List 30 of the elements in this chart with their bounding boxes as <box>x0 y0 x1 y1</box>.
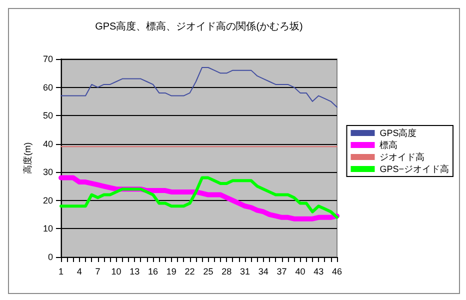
x-tick-label: 10 <box>111 266 122 276</box>
x-tick-label: 40 <box>295 266 306 276</box>
y-tick-label: 0 <box>48 252 53 262</box>
x-tick-label: 1 <box>58 266 64 276</box>
legend-label: 標高 <box>380 140 398 150</box>
legend-label: GPS高度 <box>380 128 417 138</box>
x-tick-label: 46 <box>332 266 342 276</box>
x-tick-label: 13 <box>130 266 140 276</box>
x-tick-label: 31 <box>240 266 250 276</box>
x-tick-label: 43 <box>314 266 324 276</box>
x-tick-label: 19 <box>166 266 176 276</box>
legend-label: ジオイド高 <box>380 152 425 162</box>
x-tick-label: 16 <box>148 266 158 276</box>
chart-title: GPS高度、標高、ジオイド高の関係(かむろ坂) <box>95 20 303 32</box>
x-tick-label: 4 <box>76 266 82 276</box>
y-tick-label: 70 <box>42 54 53 64</box>
legend-label: GPS−ジオイド高 <box>380 164 450 174</box>
y-tick-label: 40 <box>42 138 53 149</box>
y-tick-label: 10 <box>42 224 53 234</box>
y-axis-title: 高度(m) <box>22 142 33 174</box>
x-tick-label: 25 <box>203 266 214 276</box>
y-tick-label: 20 <box>42 195 53 206</box>
y-tick-label: 30 <box>42 167 53 178</box>
x-tick-label: 37 <box>276 266 287 276</box>
y-tick-label: 60 <box>42 82 53 92</box>
x-tick-label: 34 <box>258 266 268 276</box>
x-tick-label: 7 <box>95 266 100 276</box>
y-tick-label: 50 <box>42 110 53 121</box>
x-tick-label: 22 <box>184 266 195 276</box>
x-tick-label: 28 <box>222 266 232 276</box>
